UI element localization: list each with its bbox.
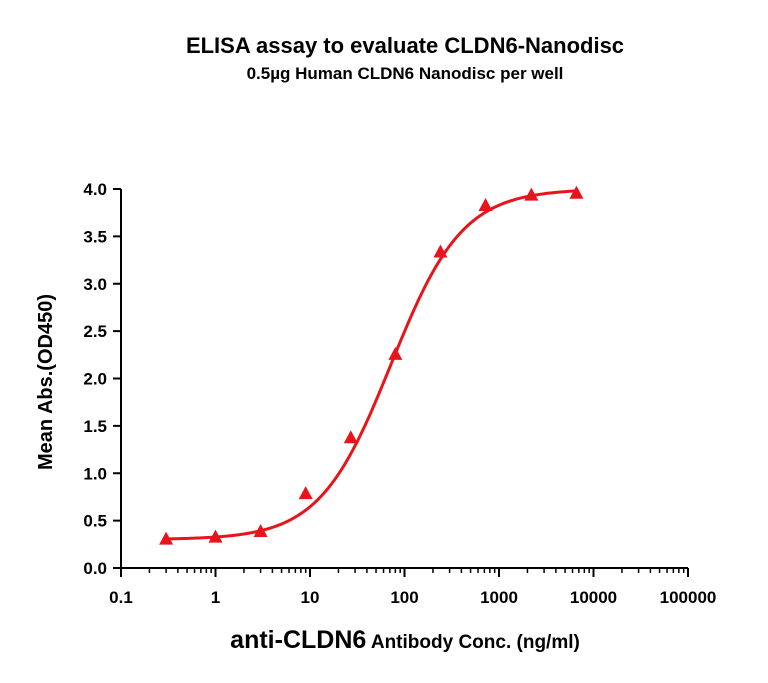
x-axis-label: anti-CLDN6 Antibody Conc. (ng/ml) [230,626,580,654]
data-point [208,529,223,543]
x-tick-label: 10 [301,588,320,607]
axes: 0.0 0.5 1.0 1.5 2.0 2.5 3.0 3.5 4.0 0.1 1 10 100 1000… [83,180,716,607]
chart-title: ELISA assay to evaluate CLDN6-Nanodisc [186,33,624,58]
chart-subtitle: 0.5µg Human CLDN6 Nanodisc per well [247,64,564,83]
y-tick-label: 4.0 [83,180,107,199]
x-tick-label: 100000 [660,588,717,607]
y-tick-label: 0.5 [83,512,107,531]
y-tick-label: 2.0 [83,370,107,389]
data-point [388,346,403,360]
data-points [159,185,584,545]
y-tick-label: 0.0 [83,559,107,578]
data-point [524,187,539,201]
y-tick-label: 1.0 [83,464,107,483]
x-axis-label-main: anti-CLDN6 [230,626,366,654]
data-point [253,523,268,537]
y-tick-label: 2.5 [83,322,107,341]
data-point [569,185,584,199]
data-point [478,198,493,212]
x-tick-label: 100 [390,588,418,607]
x-tick-label: 0.1 [109,588,133,607]
fit-curve-group [166,189,577,541]
data-point [298,486,313,500]
x-tick-label: 1 [211,588,220,607]
y-tick-label: 3.0 [83,275,107,294]
x-axis-label-rest: Antibody Conc. (ng/ml) [366,632,580,653]
fit-curve [166,189,577,541]
x-tick-label: 1000 [480,588,518,607]
data-point [343,430,358,444]
y-tick-label: 3.5 [83,227,107,246]
y-axis-label: Mean Abs.(OD450) [35,294,57,470]
y-tick-label: 1.5 [83,417,107,436]
data-point [159,531,174,545]
x-tick-label: 10000 [570,588,617,607]
data-point [433,244,448,258]
